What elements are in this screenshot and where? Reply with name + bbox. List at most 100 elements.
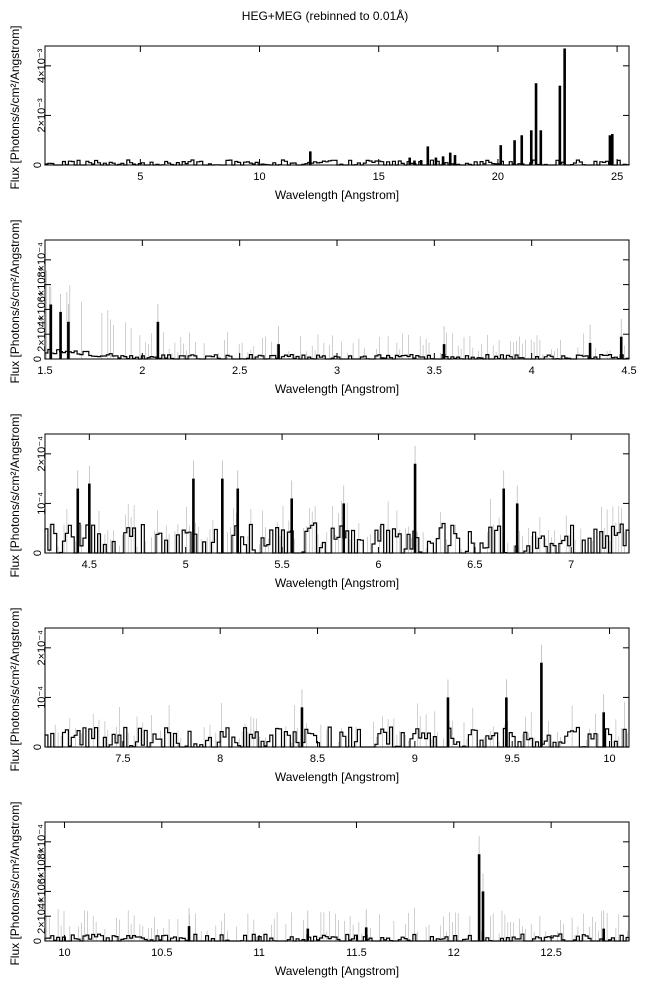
x-tick-label: 4 [529, 365, 535, 377]
emission-line-0 [187, 926, 191, 941]
plot-frame [44, 45, 630, 166]
x-tick-label: 6 [375, 559, 381, 571]
y-tick-label: 6×10⁻⁴ [36, 849, 48, 885]
y-axis-label: Flux [Photons/s/cm²/Angstrom] [8, 25, 22, 189]
emission-line-1 [306, 928, 310, 941]
x-tick-label: 5.5 [274, 559, 289, 571]
plot-frame [44, 239, 630, 360]
emission-line-0 [300, 707, 304, 747]
y-tick-label: 0 [32, 162, 44, 168]
emission-line-3 [156, 321, 160, 359]
x-tick-label: 10 [58, 947, 70, 959]
panel-1: 5 10 15 20 25 0 2×10⁻³ 4×10⁻³ Wavelength [Angstr… [8, 25, 630, 202]
x-tick-label: 9 [412, 753, 418, 765]
y-tick-label: 2×10⁻⁴ [36, 898, 48, 934]
x-tick-label: 9.5 [505, 753, 520, 765]
y-tick-label: 2×10⁻⁴ [36, 630, 48, 666]
spectrum-histogram [44, 522, 630, 554]
y-axis-label: Flux [Photons/s/cm²/Angstrom] [8, 219, 22, 383]
x-tick-label: 10.5 [151, 947, 172, 959]
x-tick-label: 15 [373, 171, 385, 183]
emission-line-7 [619, 336, 623, 359]
emission-line-1 [408, 157, 412, 165]
y-tick-label: 4×10⁻³ [36, 48, 48, 83]
emission-line-2 [192, 478, 195, 553]
x-tick-label: 4.5 [621, 365, 636, 377]
panel-4: 7.5 8 8.5 9 9.5 10 0 10⁻⁴ 2×10⁻⁴ Wavelength [Angs… [8, 607, 630, 784]
x-tick-label: 20 [492, 171, 504, 183]
emission-line-0 [309, 151, 312, 165]
y-tick-label: 10⁻⁴ [36, 686, 48, 709]
emission-line-7 [448, 152, 452, 165]
x-tick-label: 8 [217, 753, 223, 765]
emission-line-3 [540, 662, 543, 747]
x-tick-label: 5 [183, 559, 189, 571]
emission-line-8 [453, 155, 457, 165]
emission-line-2 [364, 927, 368, 941]
x-tick-label: 3 [334, 365, 340, 377]
y-axis-label: Flux [Photons/s/cm²/Angstrom] [8, 607, 22, 771]
x-tick-label: 25 [611, 171, 623, 183]
x-tick-label: 10 [253, 171, 265, 183]
emission-line-7 [413, 463, 417, 553]
x-axis-label: Wavelength [Angstrom] [275, 188, 399, 202]
emission-line-9 [499, 145, 503, 165]
y-tick-label: 4×10⁻⁴ [36, 291, 48, 327]
emission-line-4 [602, 712, 605, 747]
spectrum-histogram [44, 933, 630, 942]
x-axis-label: Wavelength [Angstrom] [275, 770, 399, 784]
emission-line-8 [502, 488, 506, 553]
panel-5: 10 10.5 11 11.5 12 12.5 0 2×10⁻⁴4×10⁻⁴6×10⁻⁴8×1… [8, 801, 630, 978]
emission-line-5 [442, 344, 446, 359]
x-tick-label: 7 [568, 559, 574, 571]
emission-line-11 [520, 135, 524, 165]
emission-line-14 [539, 130, 543, 165]
emission-line-3 [419, 160, 423, 165]
spectrum-histogram [44, 726, 629, 748]
plot-frame [44, 821, 630, 942]
panel-3: 4.5 5 5.5 6 6.5 7 0 10⁻⁴ 2×10⁻⁴ Wavelength [Angst… [8, 413, 630, 590]
emission-line-6 [342, 503, 346, 553]
x-tick-label: 7.5 [115, 753, 130, 765]
y-tick-label: 0 [32, 550, 44, 556]
emission-line-6 [588, 342, 592, 359]
error-bars [54, 701, 628, 747]
error-bars [46, 270, 625, 359]
x-tick-label: 3.5 [427, 365, 442, 377]
x-tick-label: 6.5 [467, 559, 482, 571]
y-axis-label: Flux [Photons/s/cm²/Angstrom] [8, 801, 22, 965]
emission-line-3 [221, 478, 224, 553]
emission-line-12 [529, 130, 533, 165]
x-tick-label: 4.5 [82, 559, 97, 571]
x-tick-label: 12 [448, 947, 460, 959]
y-tick-label: 8×10⁻⁴ [36, 824, 48, 860]
y-tick-label: 0 [32, 938, 44, 944]
emission-line-4 [236, 488, 240, 553]
y-tick-label: 2×10⁻³ [36, 98, 48, 133]
emission-line-2 [67, 321, 70, 359]
x-tick-label: 12.5 [540, 947, 561, 959]
emission-line-13 [534, 83, 538, 165]
page-title: HEG+MEG (rebinned to 0.01Å) [241, 9, 409, 23]
x-axis-label: Wavelength [Angstrom] [275, 382, 399, 396]
y-tick-label: 8×10⁻⁴ [36, 242, 48, 278]
emission-line-5 [290, 498, 294, 553]
x-tick-label: 10 [603, 753, 615, 765]
emission-line-4 [481, 891, 485, 941]
emission-line-2 [413, 160, 416, 165]
emission-line-18 [611, 134, 614, 165]
y-tick-label: 2×10⁻⁴ [36, 316, 48, 352]
emission-line-4 [277, 344, 280, 359]
emission-line-0 [76, 488, 80, 553]
emission-line-15 [558, 85, 562, 165]
plot-frame [44, 627, 630, 748]
y-tick-label: 6×10⁻⁴ [36, 267, 48, 303]
y-tick-label: 10⁻⁴ [36, 492, 48, 515]
emission-line-16 [563, 48, 566, 165]
emission-line-3 [477, 854, 481, 941]
error-bars [46, 907, 628, 941]
emission-line-1 [446, 697, 450, 747]
y-tick-label: 0 [32, 356, 44, 362]
emission-line-17 [608, 135, 612, 165]
x-tick-label: 11 [253, 947, 264, 959]
